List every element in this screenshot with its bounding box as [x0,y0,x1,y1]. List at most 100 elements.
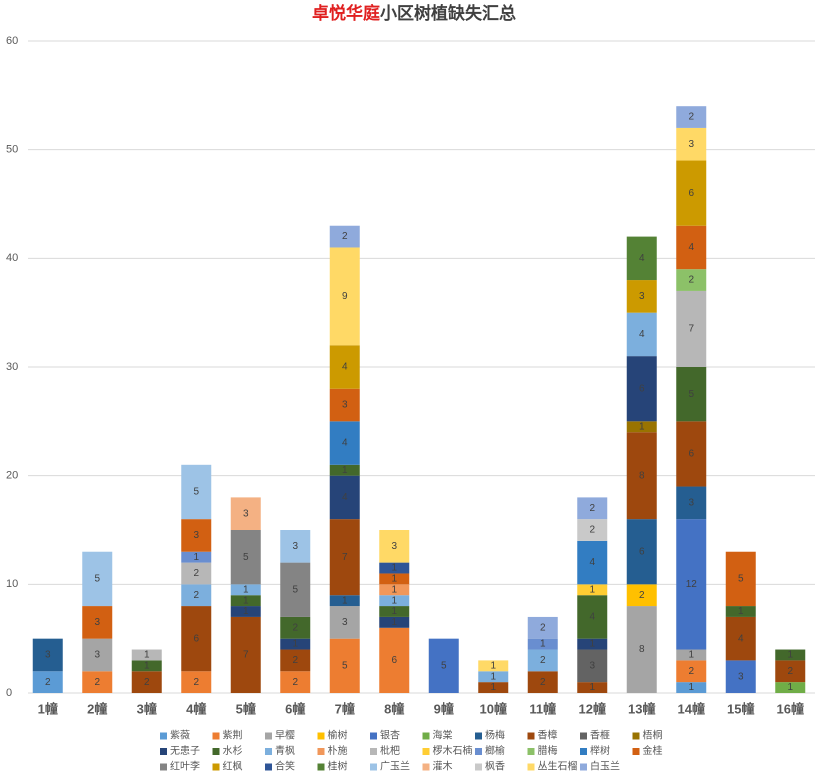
bar-segment [577,519,608,541]
legend-swatch [632,748,640,755]
data-label: 6 [688,188,694,199]
bar-segment [181,519,212,552]
bar-segment [577,649,608,683]
data-label: 4 [639,253,645,264]
data-label: 1 [391,574,397,585]
legend-label: 梧桐 [643,729,663,742]
bar-segment [527,649,558,672]
bar-segment [329,475,360,520]
data-label: 3 [94,650,100,661]
legend-swatch [580,763,587,771]
legend-swatch [212,732,220,740]
bar-segment [577,638,608,650]
data-label: 3 [342,617,348,628]
data-label: 7 [342,552,348,563]
legend-swatch [317,763,325,771]
legend-label: 海棠 [433,729,453,742]
legend-label: 枇杷 [380,744,400,757]
legend-swatch [580,732,587,740]
bar-segment [329,345,360,389]
bar-segment [181,464,212,520]
legend-label: 广玉兰 [380,760,410,773]
x-tick-label: 2幢 [87,701,107,716]
data-label: 2 [45,677,51,688]
x-tick-label: 6幢 [285,701,305,716]
legend-swatch [370,748,377,755]
data-label: 4 [738,633,744,644]
data-label: 5 [688,389,694,400]
legend-swatch [317,732,325,740]
bar-segment [280,649,311,672]
data-label: 4 [342,438,348,449]
bar-segment [379,530,410,563]
bar-segment [676,106,707,128]
legend-swatch [212,763,220,771]
bar-segment [329,421,360,465]
legend-label: 桂树 [328,760,348,773]
x-tick-label: 1幢 [38,701,58,716]
legend-label: 水杉 [223,744,243,757]
data-label: 2 [193,677,199,688]
bar-segment [577,584,608,596]
data-label: 4 [589,612,595,623]
bar-segment [280,671,311,693]
bar-segment [676,290,707,367]
bar-segment [32,671,63,693]
bar-segment [725,606,756,617]
bar-segment [329,464,360,476]
data-label: 1 [193,552,199,563]
data-label: 3 [639,291,645,302]
bar-segment [775,649,806,661]
bar-segment [181,551,212,563]
bar-segment [379,606,410,617]
legend-label: 青枫 [275,744,295,757]
bar-segment [676,269,707,291]
bar-segment [379,584,410,596]
legend-label: 紫荆 [223,729,243,742]
bar-segment [725,551,756,607]
data-label: 2 [193,568,199,579]
legend-label: 合笑 [275,760,295,773]
legend-label: 金桂 [643,744,663,757]
bar-segment [379,562,410,574]
legend-label: 榔榆 [485,744,505,757]
title-highlight: 卓悦华庭 [312,3,380,23]
legend-label: 银杏 [380,729,400,742]
bar-segment [527,638,558,650]
data-label: 1 [490,671,496,682]
x-tick-label: 12幢 [579,701,606,716]
data-label: 2 [540,677,546,688]
data-label: 7 [688,324,694,335]
bar-segment [676,660,707,683]
legend-label: 早樱 [275,730,295,742]
bar-segment [577,497,608,520]
bar-segment [32,638,63,672]
y-tick-label: 0 [6,687,12,699]
bar-segment [478,671,509,683]
bar-segment [82,551,113,607]
data-label: 9 [342,291,348,302]
bar-segment [676,367,707,422]
y-tick-label: 10 [6,578,18,590]
data-label: 1 [292,639,298,650]
data-label: 1 [391,584,397,595]
bar-segment [131,649,162,661]
legend-swatch [370,732,377,740]
x-tick-label: 14幢 [678,701,705,716]
data-label: 5 [342,660,348,671]
data-label: 1 [688,682,694,693]
bar-segment [329,519,360,596]
y-tick-label: 60 [6,35,18,47]
data-label: 2 [94,677,100,688]
data-label: 4 [342,362,348,373]
legend-swatch [370,763,377,771]
data-label: 1 [787,682,793,693]
bar-segment [329,638,360,693]
legend-label: 榆树 [328,729,348,742]
data-label: 1 [243,595,249,606]
data-label: 1 [342,595,348,606]
bar-segment [626,519,657,585]
legend-swatch [265,732,272,740]
bar-segment [82,606,113,639]
x-tick-label: 10幢 [480,701,507,716]
